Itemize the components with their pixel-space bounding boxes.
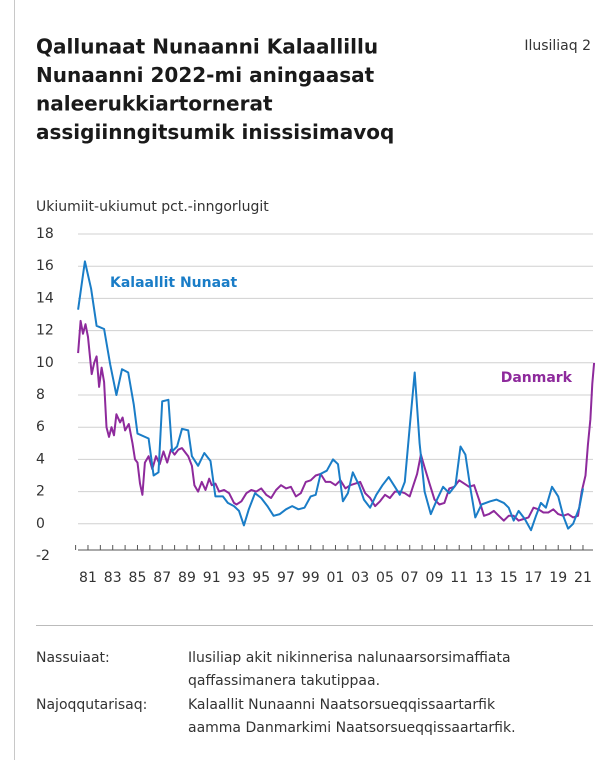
chart-title: Nunaanni 2022-mi aningaasat (36, 63, 375, 87)
x-tick-label: 19 (549, 570, 567, 586)
x-tick-label: 87 (153, 570, 171, 586)
x-tick-label: 21 (574, 570, 592, 586)
x-tick-label: 99 (302, 570, 320, 586)
y-tick-label: -2 (36, 548, 50, 564)
note-text: qaffassimanera takutippaa. (188, 673, 380, 689)
y-tick-label: 2 (36, 484, 45, 500)
y-axis-label: Ukiumiit-ukiumut pct.-inngorlugit (36, 199, 269, 215)
chart-title: naleerukkiartornerat (36, 92, 273, 116)
y-tick-label: 8 (36, 387, 45, 403)
x-tick-label: 85 (129, 570, 147, 586)
y-tick-label: 18 (36, 226, 54, 242)
y-tick-label: 12 (36, 323, 54, 339)
x-tick-label: 15 (500, 570, 518, 586)
y-tick-label: 16 (36, 258, 54, 274)
note-label: Najoqqutarisaq: (36, 697, 147, 713)
chart-title: assigiinngitsumik inissisimavoq (36, 120, 394, 144)
note-label: Nassuiaat: (36, 650, 110, 666)
x-tick-label: 93 (228, 570, 246, 586)
x-tick-label: 97 (277, 570, 295, 586)
x-tick-label: 07 (401, 570, 419, 586)
figure-label: Ilusiliaq 2 (524, 38, 591, 54)
note-text: Kalaallit Nunaanni Naatsorsueqqissaartar… (188, 697, 496, 713)
x-tick-label: 11 (450, 570, 468, 586)
x-tick-label: 91 (203, 570, 221, 586)
x-tick-label: 81 (79, 570, 97, 586)
note-text: Ilusiliap akit nikinnerisa nalunaarsorsi… (188, 650, 511, 666)
x-tick-label: 89 (178, 570, 196, 586)
x-tick-label: 13 (475, 570, 493, 586)
x-tick-label: 17 (525, 570, 543, 586)
series-label: Danmark (501, 370, 573, 386)
x-tick-label: 83 (104, 570, 122, 586)
data-line (77, 260, 584, 532)
y-tick-label: 6 (36, 419, 45, 435)
x-tick-label: 01 (327, 570, 345, 586)
y-tick-label: 14 (36, 290, 54, 306)
y-tick-label: 10 (36, 355, 54, 371)
x-tick-label: 03 (351, 570, 369, 586)
chart-title: Qallunaat Nunaanni Kalaallillu (36, 35, 378, 59)
note-text: aamma Danmarkimi Naatsorsueqqissaartarfi… (188, 720, 516, 736)
x-tick-label: 95 (252, 570, 270, 586)
data-line (77, 319, 596, 522)
x-tick-label: 09 (426, 570, 444, 586)
x-tick-label: 05 (376, 570, 394, 586)
y-tick-label: 4 (36, 451, 45, 467)
series-label: Kalaallit Nunaat (110, 275, 237, 291)
y-tick-label: 0 (36, 516, 45, 532)
